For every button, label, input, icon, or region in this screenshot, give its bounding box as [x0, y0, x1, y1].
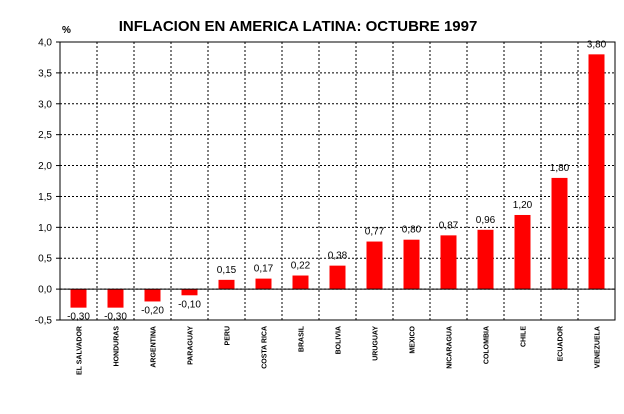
y-tick-label: 0,0	[38, 285, 52, 296]
data-label: 0,22	[291, 261, 311, 272]
x-category-label: BOLIVIA	[336, 326, 343, 354]
x-category-label: EL SALVADOR	[77, 326, 84, 375]
x-category-label: VENEZUELA	[595, 326, 602, 368]
data-label: 0,38	[328, 251, 348, 262]
bar	[477, 229, 494, 290]
data-label: 0,15	[217, 265, 237, 276]
plot-frame	[59, 41, 616, 321]
bar	[255, 278, 272, 290]
x-category-label: PARAGUAY	[188, 326, 195, 365]
data-label: -0,20	[141, 305, 164, 316]
data-label: -0,10	[178, 299, 201, 310]
data-label: 0,17	[254, 264, 274, 275]
x-category-label: COLOMBIA	[484, 326, 491, 364]
x-category-label: BRASIL	[299, 325, 306, 352]
x-category-label: CHILE	[521, 326, 528, 347]
y-tick-label: 0,5	[38, 254, 52, 265]
data-label: 0,87	[439, 220, 459, 231]
y-tick-label: 2,0	[38, 161, 52, 172]
x-category-label: URUGUAY	[373, 326, 380, 361]
y-tick-label: -0,5	[35, 316, 53, 327]
bars	[70, 54, 605, 308]
bar	[218, 279, 235, 290]
data-label: -0,30	[104, 312, 127, 323]
x-category-label: ARGENTINA	[151, 326, 158, 368]
data-label: 3,80	[587, 39, 607, 50]
bar	[403, 239, 420, 290]
bar	[292, 275, 309, 290]
bar	[366, 241, 383, 290]
data-label: 0,80	[402, 225, 422, 236]
y-tick-label: 2,5	[38, 130, 52, 141]
x-category-label: NICARAGUA	[447, 326, 454, 369]
y-tick-label: 1,0	[38, 223, 52, 234]
bar	[440, 235, 457, 290]
axes	[56, 41, 616, 321]
x-category-labels: EL SALVADOR HONDURAS ARGENTINA PARAGUAY PERU…	[77, 325, 602, 375]
bar	[551, 177, 568, 290]
y-tick-label: 4,0	[38, 38, 52, 49]
bar	[181, 289, 198, 296]
chart-title: INFLACION EN AMERICA LATINA: OCTUBRE 199…	[119, 18, 478, 35]
x-category-label: ECUADOR	[558, 326, 565, 361]
x-category-label: HONDURAS	[114, 326, 121, 367]
data-labels: -0,30 -0,30 -0,20 -0,10 0,15 0,17 0,22 0,38 0,77…	[67, 39, 607, 322]
bar	[329, 265, 346, 290]
data-label: 0,77	[365, 227, 385, 238]
bar	[588, 54, 605, 290]
y-tick-label: 3,0	[38, 99, 52, 110]
x-category-label: MEXICO	[410, 325, 417, 353]
data-label: 0,96	[476, 215, 496, 226]
x-category-label: COSTA RICA	[262, 326, 269, 369]
bar	[70, 289, 87, 308]
bar	[514, 214, 531, 290]
data-label: 1,80	[550, 163, 570, 174]
x-category-label: PERU	[225, 326, 232, 345]
data-label: -0,30	[67, 312, 90, 323]
bar	[107, 289, 124, 308]
data-label: 1,20	[513, 200, 533, 211]
y-tick-label: 3,5	[38, 68, 52, 79]
y-axis-unit: %	[62, 25, 71, 36]
y-tick-labels: 4,0 3,5 3,0 2,5 2,0 1,5 1,0 0,5 0,0 -0,5	[35, 38, 53, 327]
y-tick-label: 1,5	[38, 192, 52, 203]
bar	[144, 289, 161, 302]
